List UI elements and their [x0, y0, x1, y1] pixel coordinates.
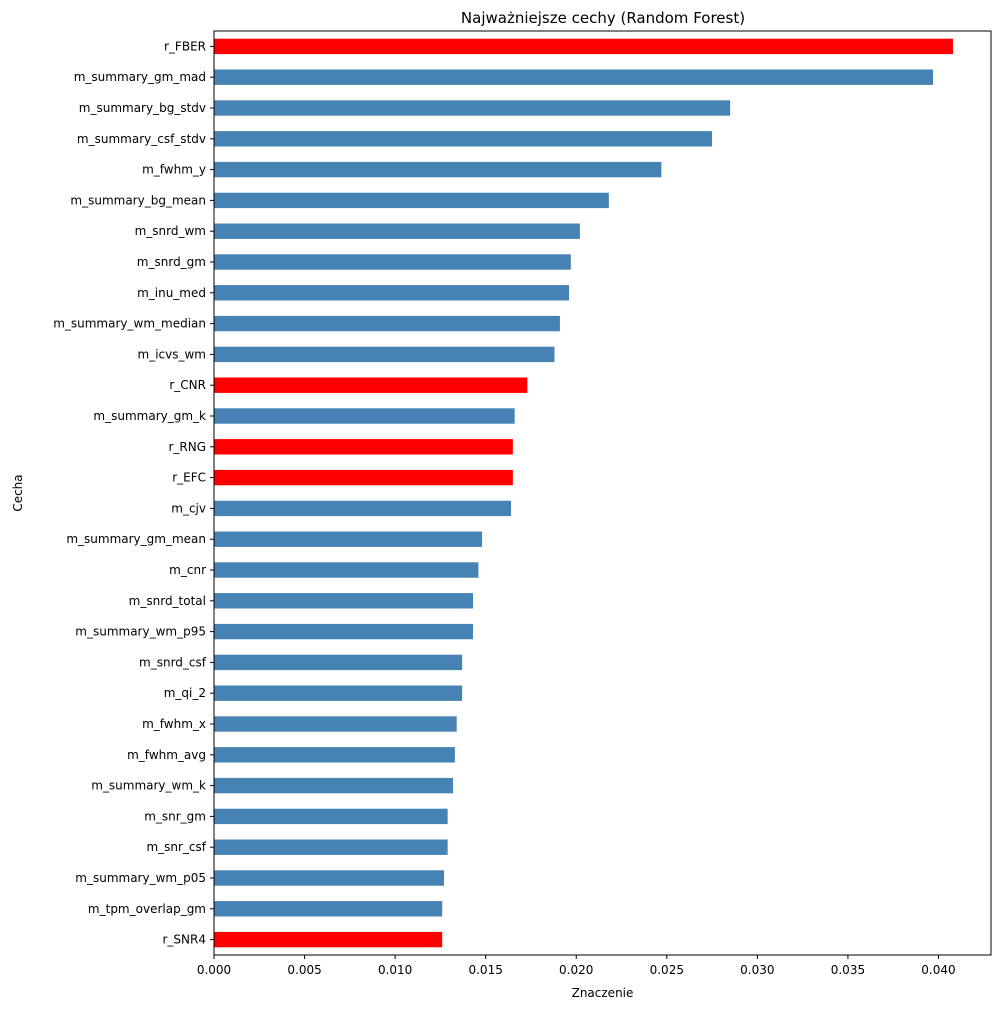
y-tick-label: m_snr_gm	[144, 809, 206, 823]
bar-m_summary_wm_p05	[214, 870, 445, 886]
y-tick-label: m_snrd_wm	[135, 224, 206, 238]
y-tick-label: m_fwhm_y	[142, 163, 206, 177]
y-tick-label: m_summary_gm_mad	[74, 70, 206, 84]
bar-r_EFC	[214, 469, 513, 486]
y-tick-label: m_icvs_wm	[138, 347, 206, 361]
bar-m_summary_bg_stdv	[214, 100, 731, 116]
x-tick-label: 0.010	[378, 963, 412, 977]
x-tick-label: 0.030	[740, 963, 774, 977]
y-tick-label: m_summary_gm_k	[93, 409, 206, 423]
y-tick-label: m_summary_csf_stdv	[77, 132, 206, 146]
x-tick-label: 0.000	[197, 963, 231, 977]
bar-m_snrd_csf	[214, 654, 463, 671]
y-tick-label: m_summary_gm_mean	[66, 532, 206, 546]
bar-m_summary_wm_median	[214, 315, 560, 332]
x-tick-label: 0.040	[921, 963, 955, 977]
bars-group	[214, 38, 953, 948]
x-tick-label: 0.005	[287, 963, 321, 977]
y-tick-label: m_fwhm_x	[142, 717, 206, 731]
bar-m_tpm_overlap_gm	[214, 901, 443, 917]
x-axis-label: Znaczenie	[572, 986, 634, 1000]
bar-r_SNR4	[214, 931, 443, 948]
y-tick-label: r_RNG	[168, 440, 206, 454]
bar-r_RNG	[214, 439, 513, 455]
bar-m_fwhm_avg	[214, 747, 455, 763]
y-tick-label: r_CNR	[169, 378, 206, 392]
y-tick-label: m_summary_wm_median	[53, 317, 206, 331]
bar-m_snrd_total	[214, 593, 473, 609]
bar-m_summary_bg_mean	[214, 192, 609, 209]
bar-m_summary_gm_mean	[214, 531, 483, 547]
y-tick-label: m_snrd_csf	[139, 655, 207, 669]
y-tick-label: m_cjv	[171, 501, 206, 515]
x-tick-label: 0.015	[468, 963, 502, 977]
y-tick-label: m_snrd_total	[129, 594, 206, 608]
bar-r_CNR	[214, 377, 528, 393]
y-axis-label: Cecha	[11, 474, 25, 511]
y-tick-label: m_tpm_overlap_gm	[88, 902, 206, 916]
y-ticks-group: r_FBER m_summary_gm_mad m_summary_bg_stdvm…	[53, 39, 214, 947]
y-tick-label: m_summary_wm_p95	[75, 625, 206, 639]
chart-title: Najważniejsze cechy (Random Forest)	[461, 9, 745, 27]
bar-m_snrd_wm	[214, 223, 580, 239]
x-tick-label: 0.035	[831, 963, 865, 977]
y-tick-label: m_fwhm_avg	[127, 748, 206, 762]
bar-m_icvs_wm	[214, 346, 555, 363]
bar-m_snr_csf	[214, 839, 448, 855]
y-tick-label: m_snr_csf	[146, 840, 206, 854]
y-tick-label: m_inu_med	[137, 286, 206, 300]
bar-m_snr_gm	[214, 808, 448, 825]
plot-frame	[213, 30, 992, 956]
y-tick-label: m_qi_2	[164, 686, 206, 700]
x-ticks-group: 0.000 0.005 0.010 0.015 0.020 0.025 0.030 0.035…	[197, 955, 956, 977]
bar-m_summary_csf_stdv	[214, 131, 713, 147]
bar-m_summary_gm_mad	[214, 69, 934, 85]
bar-m_summary_wm_p95	[214, 623, 473, 640]
y-tick-label: m_cnr	[169, 563, 206, 577]
y-tick-label: m_summary_wm_p05	[75, 871, 206, 885]
bar-m_fwhm_y	[214, 161, 662, 178]
bar-m_qi_2	[214, 685, 463, 701]
bar-m_cnr	[214, 562, 479, 578]
x-tick-label: 0.020	[559, 963, 593, 977]
y-tick-label: r_FBER	[164, 39, 206, 53]
bar-m_summary_wm_k	[214, 777, 454, 794]
bar-m_summary_gm_k	[214, 408, 515, 424]
y-tick-label: m_summary_bg_mean	[70, 193, 206, 207]
y-tick-label: r_EFC	[172, 471, 206, 485]
bar-r_FBER	[214, 38, 953, 55]
x-tick-label: 0.025	[650, 963, 684, 977]
bar-m_inu_med	[214, 285, 569, 301]
bar-m_snrd_gm	[214, 254, 571, 270]
bar-m_cjv	[214, 500, 512, 517]
bar-m_fwhm_x	[214, 716, 457, 732]
y-tick-label: m_summary_wm_k	[91, 779, 206, 793]
y-tick-label: m_summary_bg_stdv	[79, 101, 206, 115]
y-tick-label: r_SNR4	[163, 933, 207, 947]
y-tick-label: m_snrd_gm	[137, 255, 206, 269]
